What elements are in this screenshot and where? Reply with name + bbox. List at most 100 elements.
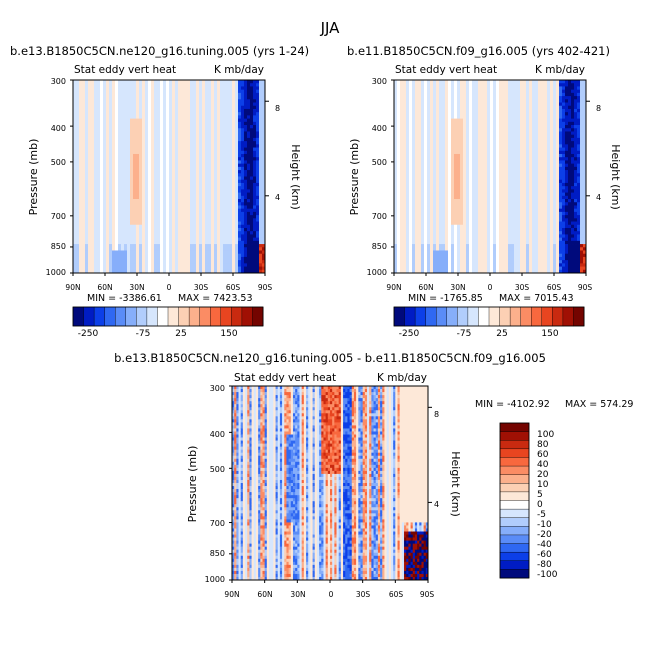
heatmap-cell [217,173,221,177]
heatmap-cell [400,211,404,216]
heatmap-cell [172,247,176,251]
heatmap-cell [169,150,173,155]
heatmap-cell [106,147,110,152]
heatmap-cell [109,256,113,261]
heatmap-cell [415,157,419,161]
heatmap-cell [94,182,98,187]
heatmap-cell [142,153,146,158]
heatmap-cell [121,128,125,132]
heatmap-cell [199,108,203,113]
heatmap-cell [211,153,215,158]
heatmap-cell [235,128,239,132]
heatmap-cell [166,205,170,210]
heatmap-cell [439,134,443,139]
heatmap-cell [85,179,89,184]
heatmap-cell [121,234,125,239]
heatmap-cell [124,170,128,174]
heatmap-cell [73,125,77,129]
heatmap-cell [115,240,119,245]
heatmap-cell [442,186,446,190]
heatmap-cell [127,192,131,197]
heatmap-cell [145,176,149,181]
heatmap-cell [436,115,440,119]
heatmap-cell [106,86,110,91]
heatmap-cell [244,215,248,219]
heatmap-cell [256,215,260,219]
heatmap-cell [403,237,407,242]
heatmap-cell [253,176,257,181]
heatmap-cell [424,112,428,116]
heatmap-cell [172,202,176,206]
heatmap-cell [91,108,95,113]
heatmap-cell [145,269,149,274]
heatmap-cell [118,86,122,91]
heatmap-cell [166,92,170,97]
heatmap-cell [445,186,449,190]
heatmap-cell [439,170,443,174]
heatmap-cell [91,250,95,255]
heatmap-cell [127,102,131,107]
heatmap-cell [235,195,239,200]
heatmap-cell [223,244,227,248]
heatmap-cell [199,99,203,103]
heatmap-cell [196,173,200,177]
heatmap-cell [142,83,146,87]
heatmap-cell [418,176,422,181]
heatmap-cell [154,92,158,97]
heatmap-cell [190,108,194,113]
heatmap-cell [256,115,260,119]
heatmap-cell [412,115,416,119]
heatmap-cell [97,266,101,271]
heatmap-cell [205,150,209,155]
heatmap-cell [424,134,428,139]
heatmap-cell [118,231,122,235]
y-tick-label: 500 [51,158,66,167]
heatmap-cell [433,134,437,139]
heatmap-cell [253,208,257,213]
heatmap-cell [106,163,110,168]
heatmap-cell [196,250,200,255]
heatmap-cell [151,163,155,168]
heatmap-cell [112,192,116,197]
heatmap-cell [190,153,194,158]
heatmap-cell [109,269,113,274]
heatmap-cell [115,92,119,97]
heatmap-cell [73,115,77,119]
heatmap-cell [163,199,167,203]
heatmap-cell [208,125,212,129]
heatmap-cell [253,256,257,261]
heatmap-cell [169,99,173,103]
heatmap-cell [154,166,158,171]
heatmap-cell [172,137,176,142]
heatmap-cell [76,189,80,193]
heatmap-cell [397,112,401,116]
heatmap-cell [139,195,143,200]
heatmap-cell [439,92,443,97]
heatmap-cell [157,86,161,91]
heatmap-cell [403,147,407,152]
heatmap-cell [154,263,158,267]
heatmap-cell [115,247,119,251]
heatmap-cell [118,89,122,94]
heatmap-cell [160,92,164,97]
heatmap-cell [103,221,107,226]
heatmap-cell [130,179,134,184]
heatmap-cell [433,112,437,116]
heatmap-cell [250,176,254,181]
heatmap-cell [100,205,104,210]
heatmap-cell [412,102,416,107]
heatmap-cell [112,108,116,113]
heatmap-cell [406,218,410,222]
heatmap-cell [199,144,203,148]
heatmap-cell [133,250,137,255]
heatmap-cell [160,195,164,200]
heatmap-cell [202,153,206,158]
heatmap-cell [169,121,173,126]
heatmap-cell [421,108,425,113]
heatmap-cell [79,147,83,152]
heatmap-cell [172,224,176,229]
heatmap-cell [103,234,107,239]
heatmap-cell [244,118,248,123]
heatmap-cell [433,166,437,171]
heatmap-cell [193,147,197,152]
